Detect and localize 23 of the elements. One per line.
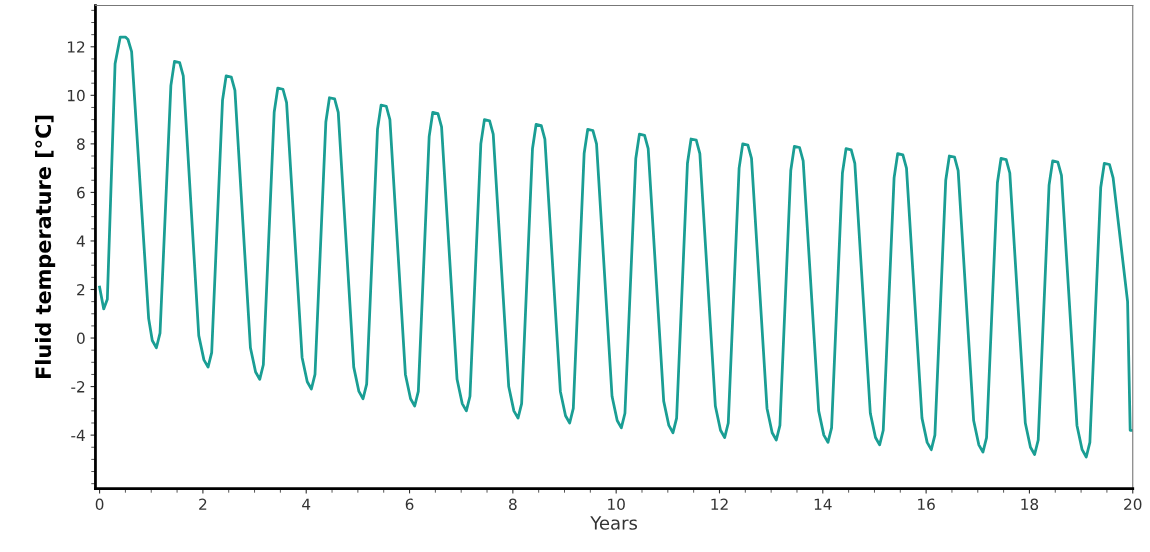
y-tick-label: 10 — [67, 89, 85, 102]
x-tick-label: 4 — [302, 498, 311, 510]
x-tick-label: 14 — [814, 498, 832, 510]
x-tick-label: 8 — [509, 498, 517, 511]
y-tick-label: 2 — [77, 283, 85, 296]
y-tick-label: 0 — [77, 332, 85, 345]
x-tick-label: 18 — [1021, 498, 1039, 511]
x-tick-label: 0 — [95, 498, 104, 511]
y-tick-label: -4 — [71, 429, 85, 441]
y-tick-label: -2 — [71, 381, 85, 393]
x-tick-label: 16 — [918, 498, 935, 511]
y-tick-label: 12 — [67, 41, 85, 53]
y-tick-label: 8 — [77, 138, 85, 150]
x-tick-label: 6 — [405, 498, 414, 511]
y-tick-label: 4 — [76, 235, 85, 247]
x-tick-label: 20 — [1124, 498, 1142, 511]
line-series — [98, 35, 1133, 459]
x-tick-label: 10 — [608, 498, 625, 511]
y-tick-label: 6 — [77, 186, 85, 199]
y-axis-title: Fluid temperature [°C] — [35, 115, 56, 379]
x-tick-label: 12 — [711, 498, 728, 510]
x-tick-label: 2 — [199, 498, 207, 510]
x-axis-title: Years — [590, 516, 638, 530]
